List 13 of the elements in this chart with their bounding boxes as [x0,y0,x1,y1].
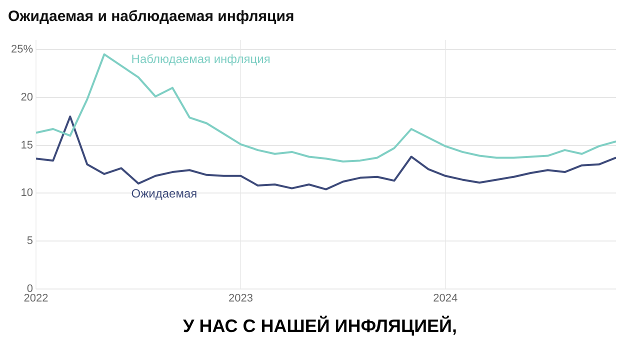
x-tick-label: 2022 [24,292,48,304]
series-label: Наблюдаемая инфляция [131,52,270,66]
y-tick-label: 5 [26,234,34,247]
x-tick-label: 2024 [433,292,458,304]
y-tick-label: 10 [20,187,34,200]
y-tick-label: 0 [26,282,34,295]
chart-title: Ожидаемая и наблюдаемая инфляция [8,8,294,26]
y-tick-label: 20 [20,91,34,104]
y-tick-label: 15 [20,139,34,152]
y-tick-label: 25% [10,44,34,56]
series-label: Ожидаемая [131,186,198,201]
text: У НАС С НАШЕЙ ИНФЛЯЦИЕЙ, [182,316,458,337]
x-tick-label: 2023 [228,292,253,304]
